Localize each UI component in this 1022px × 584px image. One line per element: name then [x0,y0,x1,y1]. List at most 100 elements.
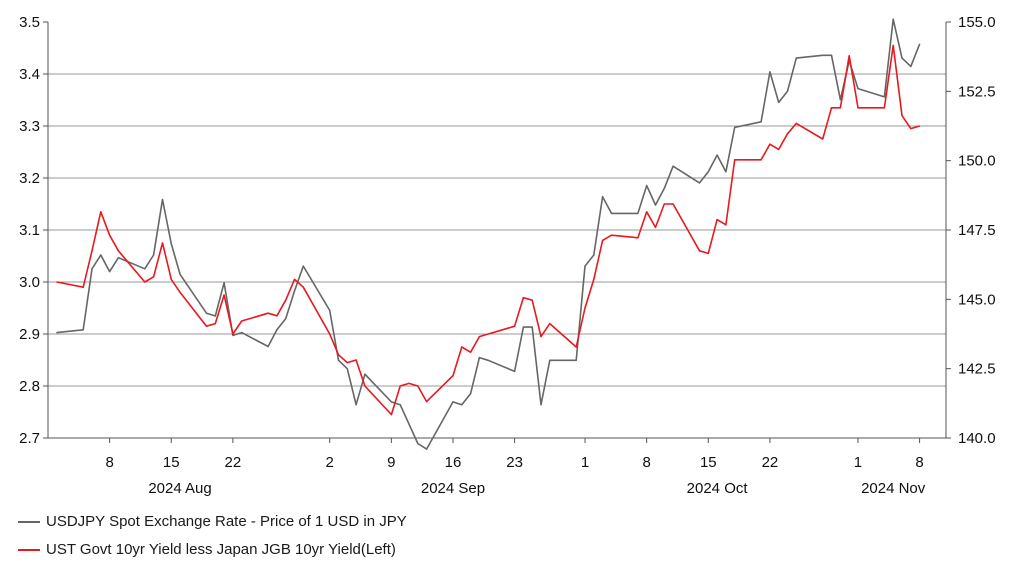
y-left-tick-label: 2.9 [19,326,40,343]
data-point-usdjpy [672,165,674,167]
data-point-yield-spread [646,211,648,213]
x-tick-label: 23 [506,454,523,471]
data-point-usdjpy [663,187,665,189]
y-right-tick-label: 150.0 [958,153,996,170]
data-point-usdjpy [786,90,789,92]
data-point-yield-spread [883,107,886,109]
data-point-yield-spread [672,203,674,205]
data-point-usdjpy [408,423,410,425]
y-left-tick-label: 3.5 [19,14,40,31]
x-tick-label: 22 [225,454,242,471]
data-point-usdjpy [593,254,595,256]
data-point-yield-spread [214,323,216,325]
gridlines [48,73,946,387]
data-point-usdjpy [901,57,903,59]
data-point-usdjpy [892,18,894,20]
data-point-yield-spread [364,385,366,387]
data-point-yield-spread [355,359,357,361]
x-tick-label: 8 [642,454,650,471]
data-point-yield-spread [514,325,516,327]
data-point-yield-spread [892,44,894,47]
data-point-usdjpy [426,448,428,450]
data-point-yield-spread [100,211,102,213]
data-point-usdjpy [346,368,348,370]
y-axis-left: 2.7 2.8 2.9 3.0 3.1 3.2 3.3 3.4 3.5 [19,14,48,447]
legend-label-usdjpy: USDJPY Spot Exchange Rate - Price of 1 U… [46,513,407,530]
data-point-yield-spread [241,320,243,322]
data-point-yield-spread [531,299,533,301]
x-tick-label: 1 [854,454,862,471]
data-point-usdjpy [117,257,119,259]
data-point-yield-spread [637,237,639,239]
data-point-usdjpy [637,212,639,214]
data-point-yield-spread [470,351,472,353]
data-point-yield-spread [822,138,824,140]
y-left-tick-label: 2.8 [19,378,40,395]
data-point-yield-spread [734,159,736,161]
data-point-usdjpy [540,404,542,406]
data-point-yield-spread [716,219,718,221]
data-point-yield-spread [285,299,287,301]
data-point-usdjpy [241,332,243,334]
data-point-usdjpy [276,329,278,331]
data-point-usdjpy [355,404,357,406]
data-point-usdjpy [390,401,392,403]
data-point-usdjpy [478,357,480,359]
x-month-label: 2024 Aug [148,480,211,497]
data-point-usdjpy [364,373,366,375]
data-point-usdjpy [399,404,401,406]
data-point-yield-spread [144,281,146,283]
data-point-usdjpy [919,43,921,45]
data-point-usdjpy [760,121,762,123]
data-point-usdjpy [144,268,146,270]
data-point-yield-spread [337,354,340,356]
data-point-usdjpy [56,332,58,334]
y-left-tick-label: 3.0 [19,274,40,291]
data-point-usdjpy [839,99,842,101]
data-point-yield-spread [82,286,84,288]
data-point-usdjpy [100,254,102,256]
data-point-usdjpy [646,185,648,187]
x-tick-label: 22 [762,454,779,471]
x-month-label: 2024 Sep [421,480,485,497]
data-point-yield-spread [901,115,903,117]
data-point-yield-spread [919,125,921,127]
x-month-label: 2024 Nov [861,480,926,497]
data-point-usdjpy [716,154,718,156]
y-left-tick-label: 3.2 [19,170,40,187]
data-point-usdjpy [522,326,525,328]
data-point-yield-spread [56,281,58,283]
data-point-usdjpy [205,312,208,314]
data-point-yield-spread [452,375,454,377]
x-tick-label: 16 [445,454,462,471]
data-point-usdjpy [170,243,172,245]
data-point-yield-spread [426,401,428,403]
x-tick-label: 15 [163,454,180,471]
data-point-usdjpy [302,265,304,267]
y-right-tick-label: 155.0 [958,14,996,31]
data-point-yield-spread [522,297,525,299]
data-point-usdjpy [285,318,287,320]
data-point-yield-spread [778,148,780,150]
data-point-yield-spread [487,333,489,335]
data-point-usdjpy [584,265,586,267]
data-point-usdjpy [910,65,912,67]
legend-swatch-yield-spread [18,548,40,551]
data-point-yield-spread [760,159,762,161]
data-point-usdjpy [575,359,577,361]
data-point-usdjpy [830,54,833,56]
y-axis-right: 140.0 142.5 145.0 147.5 150.0 152.5 155.0 [946,14,996,447]
data-point-usdjpy [795,57,797,59]
data-point-usdjpy [531,326,533,328]
data-point-yield-spread [117,250,119,252]
data-point-usdjpy [337,359,340,361]
y-right-tick-label: 147.5 [958,222,996,239]
data-point-yield-spread [153,276,155,278]
data-point-yield-spread [223,294,225,296]
data-point-usdjpy [883,96,886,98]
data-point-usdjpy [161,198,164,201]
x-tick-label: 9 [387,454,395,471]
x-tick-label: 1 [581,454,589,471]
data-point-usdjpy [109,271,111,273]
